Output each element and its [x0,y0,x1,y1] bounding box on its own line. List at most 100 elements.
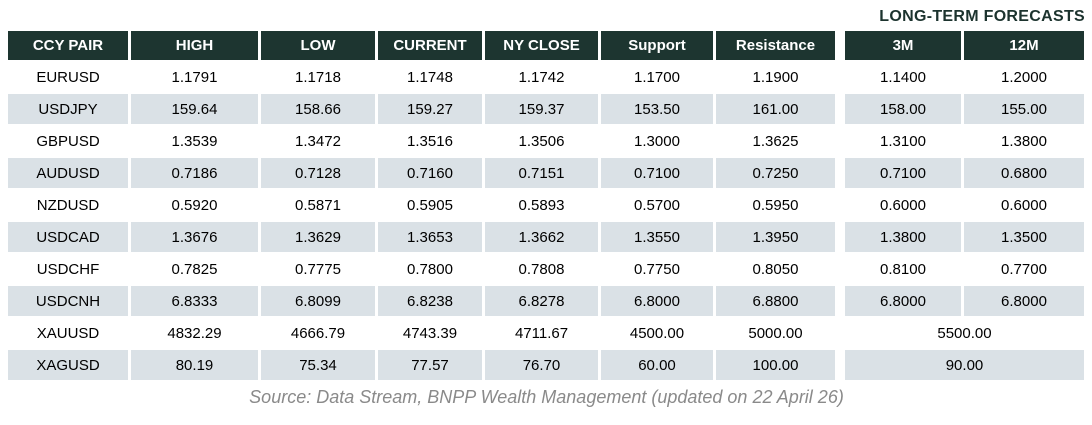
column-gutter [838,158,842,188]
pair-cell: AUDUSD [8,158,128,188]
column-gutter [838,222,842,252]
pair-cell: XAGUSD [8,350,128,380]
value-cell: 0.7151 [485,158,598,188]
source-note: Source: Data Stream, BNPP Wealth Managem… [249,387,844,407]
column-gutter [838,126,842,156]
value-cell: 6.8278 [485,286,598,316]
pair-cell: XAUUSD [36,324,100,342]
value-cell: 1.1700 [634,68,680,86]
value-cell: 100.00 [716,350,835,380]
value-cell: 0.7825 [171,260,218,278]
value-cell: 158.66 [261,94,375,124]
value-cell: 0.7775 [295,260,341,278]
value-cell: 6.8000 [964,286,1084,316]
column-gutter [838,286,842,316]
value-cell: 0.8100 [880,260,926,278]
value-cell: 0.7750 [634,260,680,278]
pair-cell: GBPUSD [36,132,100,150]
value-cell: 75.34 [261,350,375,380]
value-cell: 1.1900 [752,68,799,86]
value-cell: 1.2000 [1001,68,1047,86]
value-cell: 0.5905 [407,196,453,214]
value-cell: 1.3625 [752,132,799,150]
value-cell: 1.3100 [880,132,926,150]
header-cell-ccy-pair: CCY PAIR [8,31,128,60]
value-cell: 1.3950 [716,222,835,252]
header-cell-ny-close: NY CLOSE [485,31,598,60]
value-cell: 1.1718 [295,68,341,86]
value-cell: 4743.39 [402,324,458,342]
value-cell: 6.8238 [378,286,482,316]
pair-cell: USDCHF [36,260,100,278]
value-cell: 0.7100 [601,158,713,188]
column-gutter [838,94,842,124]
pair-cell: USDCNH [8,286,128,316]
fx-forecast-panel: LONG-TERM FORECASTS CCY PAIR HIGH LOW CURRE… [8,8,1085,407]
header-cell-12m: 12M [964,31,1084,60]
value-cell: 0.7808 [518,260,565,278]
header-cell-low: LOW [261,31,375,60]
value-cell: 77.57 [378,350,482,380]
pair-cell: NZDUSD [36,196,100,214]
value-cell: 0.6800 [964,158,1084,188]
value-cell: 1.1400 [880,68,926,86]
value-cell: 4711.67 [514,324,569,342]
value-cell: 60.00 [601,350,713,380]
long-term-merged-cell: 90.00 [845,350,1084,380]
value-cell: 1.3662 [485,222,598,252]
value-cell: 1.3653 [378,222,482,252]
value-cell: 1.1791 [171,68,218,86]
value-cell: 1.3000 [634,132,680,150]
value-cell: 0.5893 [518,196,565,214]
value-cell: 0.6000 [880,196,926,214]
value-cell: 6.8800 [716,286,835,316]
pair-cell: USDJPY [8,94,128,124]
value-cell: 1.3800 [845,222,961,252]
value-cell: 1.1748 [407,68,453,86]
value-cell: 153.50 [601,94,713,124]
column-gutter [838,318,842,348]
column-gutter [838,190,842,220]
value-cell: 0.5700 [634,196,680,214]
value-cell: 155.00 [964,94,1084,124]
value-cell: 1.3629 [261,222,375,252]
column-gutter [838,31,842,60]
forecast-table: CCY PAIR HIGH LOW CURRENT NY CLOSE Support Res… [8,31,1085,380]
value-cell: 1.3506 [518,132,565,150]
value-cell: 1.3550 [601,222,713,252]
value-cell: 6.8099 [261,286,375,316]
value-cell: 4666.79 [290,324,346,342]
value-cell: 6.8000 [845,286,961,316]
value-cell: 5000.00 [748,324,803,342]
long-term-merged-cell: 5500.00 [937,324,992,342]
value-cell: 0.7250 [716,158,835,188]
value-cell: 1.3500 [964,222,1084,252]
value-cell: 0.6000 [1001,196,1047,214]
value-cell: 4500.00 [629,324,685,342]
value-cell: 0.7160 [378,158,482,188]
header-cell-support: Support [601,31,713,60]
value-cell: 1.3472 [295,132,341,150]
pair-cell: USDCAD [8,222,128,252]
value-cell: 6.8000 [601,286,713,316]
value-cell: 80.19 [131,350,258,380]
value-cell: 0.7700 [1001,260,1047,278]
value-cell: 159.27 [378,94,482,124]
value-cell: 1.3676 [131,222,258,252]
value-cell: 0.7128 [261,158,375,188]
column-gutter [838,254,842,284]
value-cell: 0.5920 [171,196,218,214]
value-cell: 76.70 [485,350,598,380]
value-cell: 0.7100 [845,158,961,188]
value-cell: 159.37 [485,94,598,124]
value-cell: 0.7186 [131,158,258,188]
value-cell: 0.5871 [295,196,341,214]
header-cell-3m: 3M [845,31,961,60]
value-cell: 6.8333 [131,286,258,316]
column-gutter [838,350,842,380]
value-cell: 1.1742 [518,68,565,86]
long-term-forecasts-title: LONG-TERM FORECASTS [879,8,1085,25]
header-cell-high: HIGH [131,31,258,60]
value-cell: 159.64 [131,94,258,124]
value-cell: 158.00 [845,94,961,124]
